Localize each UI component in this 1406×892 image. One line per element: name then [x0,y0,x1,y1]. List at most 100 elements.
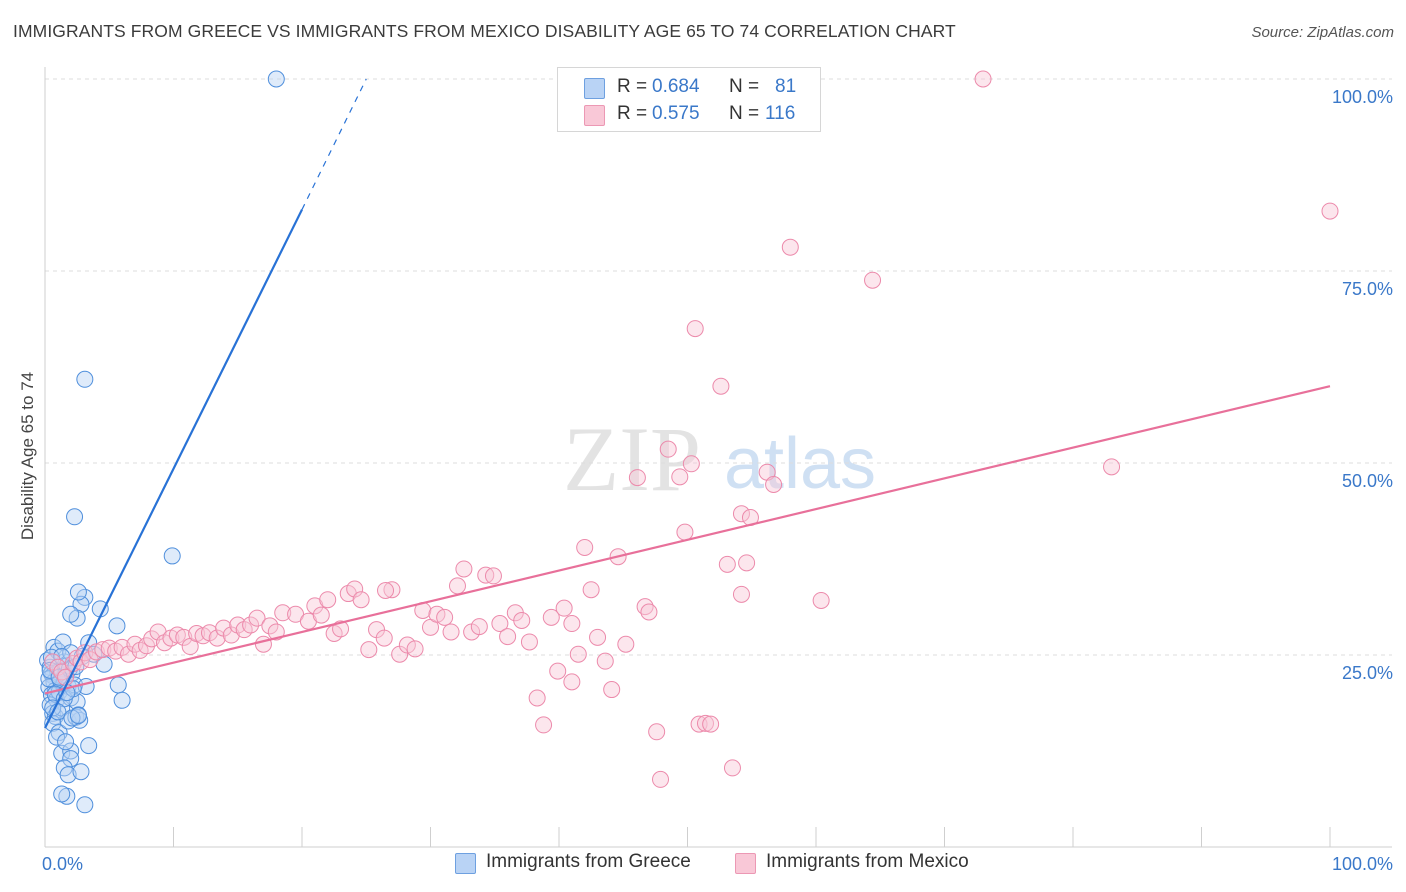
mexico-point [352,591,370,609]
mexico-point [676,523,694,541]
mexico-point [242,616,260,634]
mexico-point [738,554,756,572]
mexico-point [682,455,700,473]
mexico-point [360,641,378,659]
mexico-point [765,476,783,494]
greece-point [76,796,94,814]
legend-n-value: 116 [765,103,796,124]
mexico-point [812,591,830,609]
mexico-point [671,468,689,486]
mexico-swatch [735,853,756,874]
greece-trend-line [44,209,303,729]
mexico-point [781,238,799,256]
mexico-point [332,620,350,638]
stats-legend: R = 0.684 N = 81 R = 0.575 N = 116 [557,67,821,132]
tick-labels: 25.0% 50.0% 75.0% 100.0% 0.0% 100.0% [42,87,1393,874]
greece-point [57,733,75,751]
watermark: ZIP atlas [563,408,876,510]
mexico-point [513,611,531,629]
greece-point [62,750,80,768]
trend-lines [44,78,1331,729]
legend-n-value: 81 [775,76,797,97]
greece-point [109,676,127,694]
greece-point [69,583,87,601]
mexico-point [596,652,614,670]
greece-point [80,737,98,755]
greece-point [50,724,68,742]
mexico-trend-line [44,385,1331,695]
mexico-point [696,714,714,732]
mexico-point [442,623,460,641]
mexico-point [563,673,581,691]
mexico-point [448,577,466,595]
x-tick-label: 0.0% [42,854,83,874]
mexico-point [94,641,112,659]
greece-point [53,785,71,803]
mexico-point [168,626,186,644]
greece-point [59,766,77,784]
mexico-point [1103,458,1121,476]
greece-point [72,763,90,781]
mexico-point [254,635,272,653]
mexico-point [267,623,285,641]
mexico-point [974,70,992,88]
mexico-point [455,560,473,578]
axes [44,67,1392,848]
legend-n-label: N = [729,103,760,124]
mexico-point [375,629,393,647]
mexico-point [346,580,364,598]
mexico-point [589,628,607,646]
y-tick-label: 25.0% [1342,663,1393,683]
mexico-swatch [584,105,605,126]
mexico-point [377,581,395,599]
mexico-point [648,723,666,741]
greece-trend-extension [301,78,367,210]
mexico-point [640,603,658,621]
mexico-point [319,591,337,609]
mexico-point [398,636,416,654]
greece-point [48,728,66,746]
mexico-point [143,630,161,648]
y-tick-label: 50.0% [1342,471,1393,491]
mexico-point [555,599,573,617]
greece-point [62,605,80,623]
watermark-zip: ZIP [563,408,701,510]
mexico-point [383,581,401,599]
greece-point [163,547,181,565]
mexico-point [520,633,538,651]
chart-title: IMMIGRANTS FROM GREECE VS IMMIGRANTS FRO… [13,21,956,41]
legend-r-value: 0.575 [652,103,700,124]
mexico-point [712,377,730,395]
mexico-point [470,618,488,636]
grid-lines [45,78,1392,656]
mexico-point [436,608,454,626]
mexico-point [1321,202,1339,220]
mexico-point [312,606,330,624]
series-greece [39,70,285,814]
x-tick-label: 100.0% [1332,854,1393,874]
bottom-legend-mexico-label: Immigrants from Mexico [766,851,969,872]
y-tick-label: 75.0% [1342,279,1393,299]
mexico-point [188,624,206,642]
mexico-point [702,715,720,733]
mexico-point [222,626,240,644]
mexico-point [652,770,670,788]
series-mexico [44,70,1339,788]
legend-r-label: R = [617,76,648,97]
mexico-point [484,567,502,585]
source-credit: Source: ZipAtlas.com [1251,24,1394,41]
mexico-point [603,681,621,699]
mexico-point [732,585,750,603]
mexico-point [718,555,736,573]
legend-r-value: 0.684 [652,76,700,97]
mexico-point [535,716,553,734]
mexico-point [732,505,750,523]
mexico-point [690,715,708,733]
mexico-point [87,643,105,661]
mexico-point [261,617,279,635]
watermark-atlas: atlas [724,424,876,504]
mexico-point [499,628,517,646]
mexico-point [175,628,193,646]
y-tick-label: 100.0% [1332,87,1393,107]
